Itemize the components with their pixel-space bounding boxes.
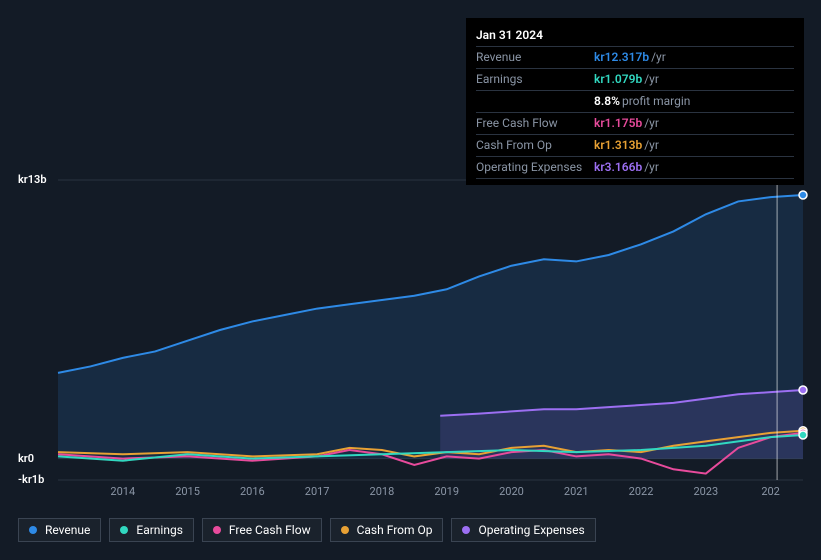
tooltip-row-label: Operating Expenses [476,159,594,176]
tooltip-row-unit: /yr [644,137,659,154]
tooltip-row-cfop: Cash From Opkr1.313b /yr [476,135,794,157]
legend-item-earnings[interactable]: Earnings [109,518,194,542]
legend-item-opex[interactable]: Operating Expenses [451,518,595,542]
legend-item-revenue[interactable]: Revenue [18,518,101,542]
tooltip-row-label: Free Cash Flow [476,115,594,132]
x-axis-label: 2018 [370,485,395,498]
tooltip-row-label: Earnings [476,71,594,88]
x-axis-label: 2019 [434,485,459,498]
legend-dot-icon [341,526,349,534]
x-axis-label: 2015 [175,485,200,498]
tooltip-row-label: Cash From Op [476,137,594,154]
series-end-dot-revenue [799,191,807,199]
tooltip-date: Jan 31 2024 [476,24,794,47]
x-axis-label: 2014 [110,485,135,498]
tooltip-row-opex: Operating Expenseskr3.166b /yr [476,157,794,179]
legend-label: Free Cash Flow [229,523,311,537]
tooltip-row-value: kr1.175b [594,115,642,132]
tooltip-row-earnings: Earningskr1.079b /yr [476,69,794,91]
legend-dot-icon [29,526,37,534]
legend-label: Revenue [45,523,90,537]
x-axis-label: 202 [761,485,780,498]
tooltip-row-value: kr3.166b [594,159,642,176]
legend-label: Operating Expenses [478,523,584,537]
y-axis-label: -kr1b [18,473,44,486]
x-axis-label: 2017 [305,485,330,498]
series-end-dot-opex [799,386,807,394]
x-axis-label: 2021 [564,485,589,498]
legend-dot-icon [213,526,221,534]
legend-label: Earnings [136,523,183,537]
y-axis-label: kr13b [18,173,47,186]
legend-dot-icon [462,526,470,534]
tooltip-row-fcf: Free Cash Flowkr1.175b /yr [476,113,794,135]
tooltip-row-subtext: profit margin [622,93,690,110]
tooltip-row-unit: /yr [651,49,666,66]
tooltip-row-value: kr12.317b [594,49,649,66]
x-axis-label: 2023 [693,485,718,498]
chart-tooltip: Jan 31 2024 Revenuekr12.317b /yrEarnings… [466,18,804,185]
legend-item-cfop[interactable]: Cash From Op [330,518,444,542]
series-end-dot-earnings [799,431,807,439]
tooltip-row-revenue: Revenuekr12.317b /yr [476,47,794,69]
tooltip-row-value: 8.8% [594,93,620,110]
chart-legend: Revenue Earnings Free Cash Flow Cash From O… [18,518,596,542]
tooltip-row-value: kr1.313b [594,137,642,154]
tooltip-row-unit: /yr [644,115,659,132]
legend-item-fcf[interactable]: Free Cash Flow [202,518,322,542]
x-axis-label: 2016 [240,485,265,498]
tooltip-row-unit: /yr [644,159,659,176]
tooltip-row-margin: 8.8% profit margin [476,91,794,113]
financials-chart[interactable]: kr13bkr0-kr1b 20142015201620172018201920… [18,160,803,480]
tooltip-row-value: kr1.079b [594,71,642,88]
tooltip-row-unit: /yr [644,71,659,88]
legend-label: Cash From Op [357,523,433,537]
y-axis-label: kr0 [18,452,34,465]
legend-dot-icon [120,526,128,534]
x-axis-label: 2022 [629,485,654,498]
x-axis-label: 2020 [499,485,524,498]
tooltip-row-label [476,93,594,110]
tooltip-row-label: Revenue [476,49,594,66]
